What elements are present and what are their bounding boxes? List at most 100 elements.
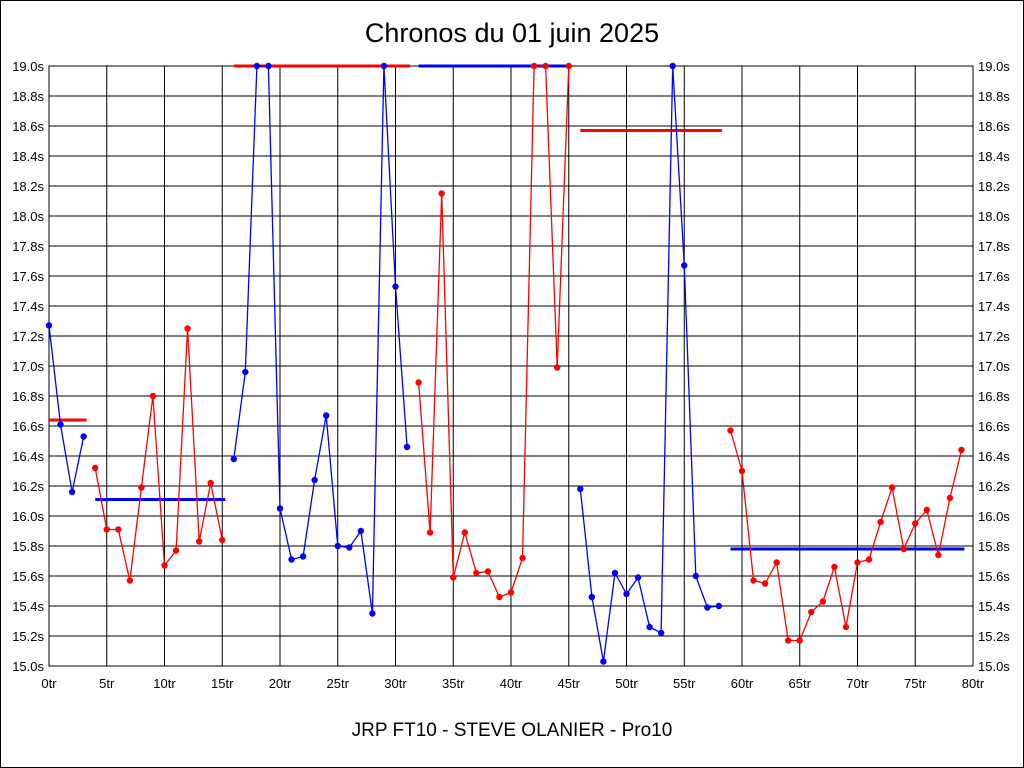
y-tick-label-right: 17.8s — [978, 239, 1010, 254]
data-point — [461, 529, 468, 536]
y-tick-label-right: 16.6s — [978, 419, 1010, 434]
data-point — [172, 547, 180, 554]
y-tick-label-right: 18.0s — [978, 209, 1010, 224]
x-tick-label: 10tr — [153, 676, 176, 691]
data-point — [507, 589, 515, 596]
data-point — [530, 62, 538, 70]
x-tick-label: 55tr — [673, 676, 696, 691]
y-tick-label-left: 18.0s — [12, 209, 44, 224]
data-point — [588, 593, 596, 601]
y-tick-label-right: 18.6s — [978, 119, 1010, 134]
chart-footer: JRP FT10 - STEVE OLANIER - Pro10 — [351, 720, 673, 741]
data-point — [669, 62, 676, 70]
y-tick-label-left: 18.4s — [12, 149, 44, 164]
data-point — [634, 574, 642, 581]
data-point — [577, 485, 584, 493]
data-point — [496, 593, 503, 601]
data-point — [519, 554, 526, 562]
data-point — [438, 190, 445, 197]
data-point — [727, 427, 734, 434]
data-point — [958, 446, 965, 454]
data-point — [877, 518, 884, 526]
data-point — [103, 526, 110, 533]
y-tick-label-right: 15.2s — [978, 629, 1010, 644]
data-point — [542, 62, 549, 70]
data-point — [715, 602, 723, 610]
y-tick-label-left: 16.6s — [12, 419, 44, 434]
y-tick-label-left: 16.4s — [12, 449, 44, 464]
x-tick-label: 45tr — [558, 676, 581, 691]
data-point — [369, 610, 376, 617]
data-point — [761, 580, 769, 587]
data-point — [831, 563, 838, 571]
x-tick-label: 5tr — [99, 676, 115, 691]
y-tick-label-right: 15.8s — [978, 539, 1010, 554]
y-tick-label-left: 16.8s — [12, 389, 44, 404]
data-point — [219, 536, 226, 544]
x-tick-label: 80tr — [962, 676, 985, 691]
y-tick-label-left: 16.2s — [12, 479, 44, 494]
data-point — [611, 569, 619, 577]
data-point — [888, 484, 896, 491]
data-point — [900, 545, 907, 553]
data-point — [346, 544, 353, 551]
tick-labels: 15.0s 15.0s 15.2s 15.2s 15.4s 15.4s 15.6s 15.6s… — [12, 59, 1010, 691]
y-tick-label-left: 17.0s — [12, 359, 44, 374]
y-tick-label-left: 19.0s — [12, 59, 44, 74]
data-point — [392, 283, 399, 290]
x-tick-label: 65tr — [789, 676, 812, 691]
data-point — [403, 443, 411, 451]
chart-title: Chronos du 01 juin 2025 — [364, 18, 660, 48]
data-point — [785, 637, 792, 644]
data-point — [161, 562, 168, 569]
y-tick-label-right: 15.6s — [978, 569, 1010, 584]
y-tick-label-right: 18.8s — [978, 89, 1010, 104]
y-tick-label-right: 16.0s — [978, 509, 1010, 524]
data-point — [912, 520, 919, 527]
data-point — [681, 262, 688, 269]
series-line — [48, 325, 85, 493]
series-line — [579, 65, 719, 662]
data-point — [854, 559, 861, 566]
y-tick-label-right: 17.4s — [978, 299, 1010, 314]
series-lines — [48, 65, 963, 662]
data-point — [842, 623, 850, 631]
data-point — [623, 590, 630, 598]
y-tick-label-left: 18.8s — [12, 89, 44, 104]
y-tick-label-left: 15.8s — [12, 539, 44, 554]
data-point — [115, 526, 122, 533]
x-tick-label: 25tr — [327, 676, 350, 691]
data-point — [149, 392, 157, 400]
data-point — [311, 476, 318, 484]
data-point — [195, 538, 203, 545]
y-tick-label-left: 18.6s — [12, 119, 44, 134]
y-tick-label-right: 19.0s — [978, 59, 1010, 74]
y-tick-label-right: 18.4s — [978, 149, 1010, 164]
x-tick-label: 60tr — [731, 676, 754, 691]
data-point — [276, 505, 284, 512]
y-tick-label-right: 16.4s — [978, 449, 1010, 464]
data-point — [935, 551, 942, 559]
data-point — [92, 464, 99, 472]
data-point — [865, 556, 873, 563]
x-tick-label: 50tr — [615, 676, 638, 691]
grid-lines — [48, 65, 974, 667]
average-lines — [49, 64, 965, 551]
y-tick-label-right: 16.2s — [978, 479, 1010, 494]
data-point — [819, 598, 827, 605]
data-point — [357, 527, 365, 535]
data-point — [704, 604, 711, 611]
data-point — [946, 494, 954, 502]
data-point — [484, 568, 492, 575]
y-tick-label-right: 18.2s — [978, 179, 1010, 194]
data-point — [334, 542, 341, 550]
data-point — [80, 433, 87, 440]
data-point — [426, 529, 434, 536]
series-line — [233, 65, 408, 614]
data-point — [657, 629, 665, 637]
data-point — [242, 368, 249, 376]
y-tick-label-left: 17.4s — [12, 299, 44, 314]
data-point — [45, 322, 53, 329]
data-point — [554, 364, 561, 371]
